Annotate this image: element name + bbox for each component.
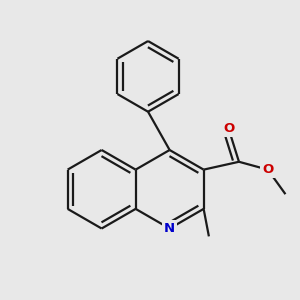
Text: O: O	[223, 122, 234, 135]
Text: N: N	[164, 222, 175, 235]
Text: O: O	[262, 163, 273, 176]
